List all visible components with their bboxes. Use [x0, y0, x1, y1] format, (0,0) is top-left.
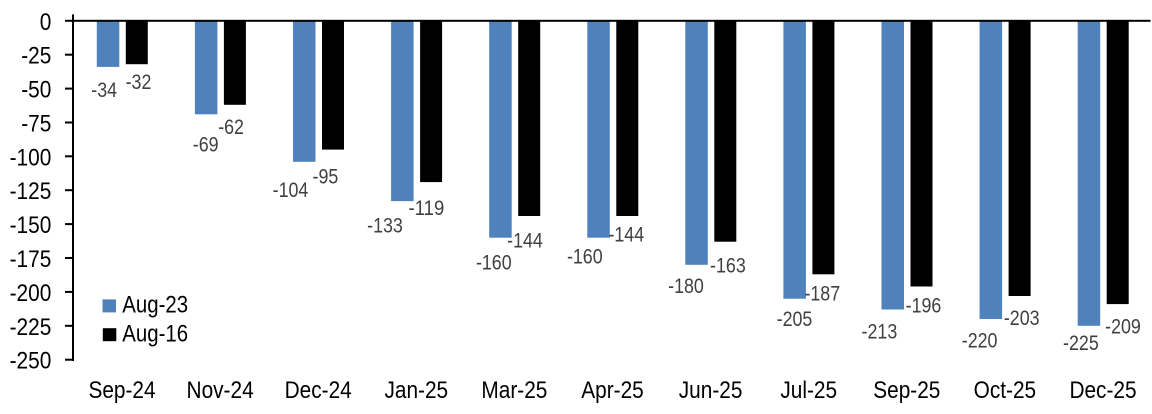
svg-text:0: 0	[40, 9, 52, 36]
svg-text:-69: -69	[193, 134, 219, 157]
svg-text:Dec-24: Dec-24	[285, 377, 352, 404]
svg-text:-75: -75	[21, 111, 51, 138]
svg-text:Sep-24: Sep-24	[88, 377, 155, 404]
svg-text:-104: -104	[273, 179, 309, 202]
svg-text:-250: -250	[10, 348, 52, 375]
svg-text:Aug-23: Aug-23	[122, 292, 188, 319]
svg-text:-203: -203	[1004, 307, 1040, 330]
svg-text:-160: -160	[567, 246, 603, 269]
svg-text:-144: -144	[507, 229, 543, 252]
svg-text:Jan-25: Jan-25	[384, 377, 448, 404]
svg-text:-125: -125	[10, 178, 52, 205]
svg-text:Nov-24: Nov-24	[187, 377, 254, 404]
svg-text:Jun-25: Jun-25	[679, 377, 743, 404]
svg-text:Oct-25: Oct-25	[974, 377, 1037, 404]
svg-text:-220: -220	[962, 330, 998, 353]
svg-text:-180: -180	[668, 275, 704, 298]
svg-text:-34: -34	[91, 79, 117, 102]
svg-text:-187: -187	[804, 282, 840, 305]
svg-text:-150: -150	[10, 212, 52, 239]
svg-text:-119: -119	[409, 197, 445, 220]
svg-text:-200: -200	[10, 280, 52, 307]
svg-text:Dec-25: Dec-25	[1069, 377, 1136, 404]
svg-text:-62: -62	[218, 116, 244, 139]
svg-text:Aug-16: Aug-16	[122, 321, 188, 348]
svg-text:-133: -133	[367, 215, 403, 238]
svg-text:-100: -100	[10, 144, 52, 171]
svg-text:-209: -209	[1105, 315, 1141, 338]
svg-text:-160: -160	[476, 252, 512, 275]
svg-text:Apr-25: Apr-25	[581, 377, 644, 404]
svg-text:-32: -32	[126, 71, 152, 94]
svg-text:Mar-25: Mar-25	[481, 377, 547, 404]
svg-text:-175: -175	[10, 246, 52, 273]
svg-text:-205: -205	[777, 308, 813, 331]
svg-text:-25: -25	[21, 43, 51, 70]
svg-text:-95: -95	[313, 166, 339, 189]
svg-text:-144: -144	[608, 223, 644, 246]
svg-text:-213: -213	[862, 321, 898, 344]
svg-text:Jul-25: Jul-25	[780, 377, 837, 404]
svg-text:-225: -225	[1063, 332, 1099, 355]
svg-text:-196: -196	[906, 294, 942, 317]
svg-text:-225: -225	[10, 314, 52, 341]
svg-text:Sep-25: Sep-25	[873, 377, 940, 404]
svg-text:-163: -163	[710, 254, 746, 277]
svg-text:-50: -50	[21, 77, 51, 104]
